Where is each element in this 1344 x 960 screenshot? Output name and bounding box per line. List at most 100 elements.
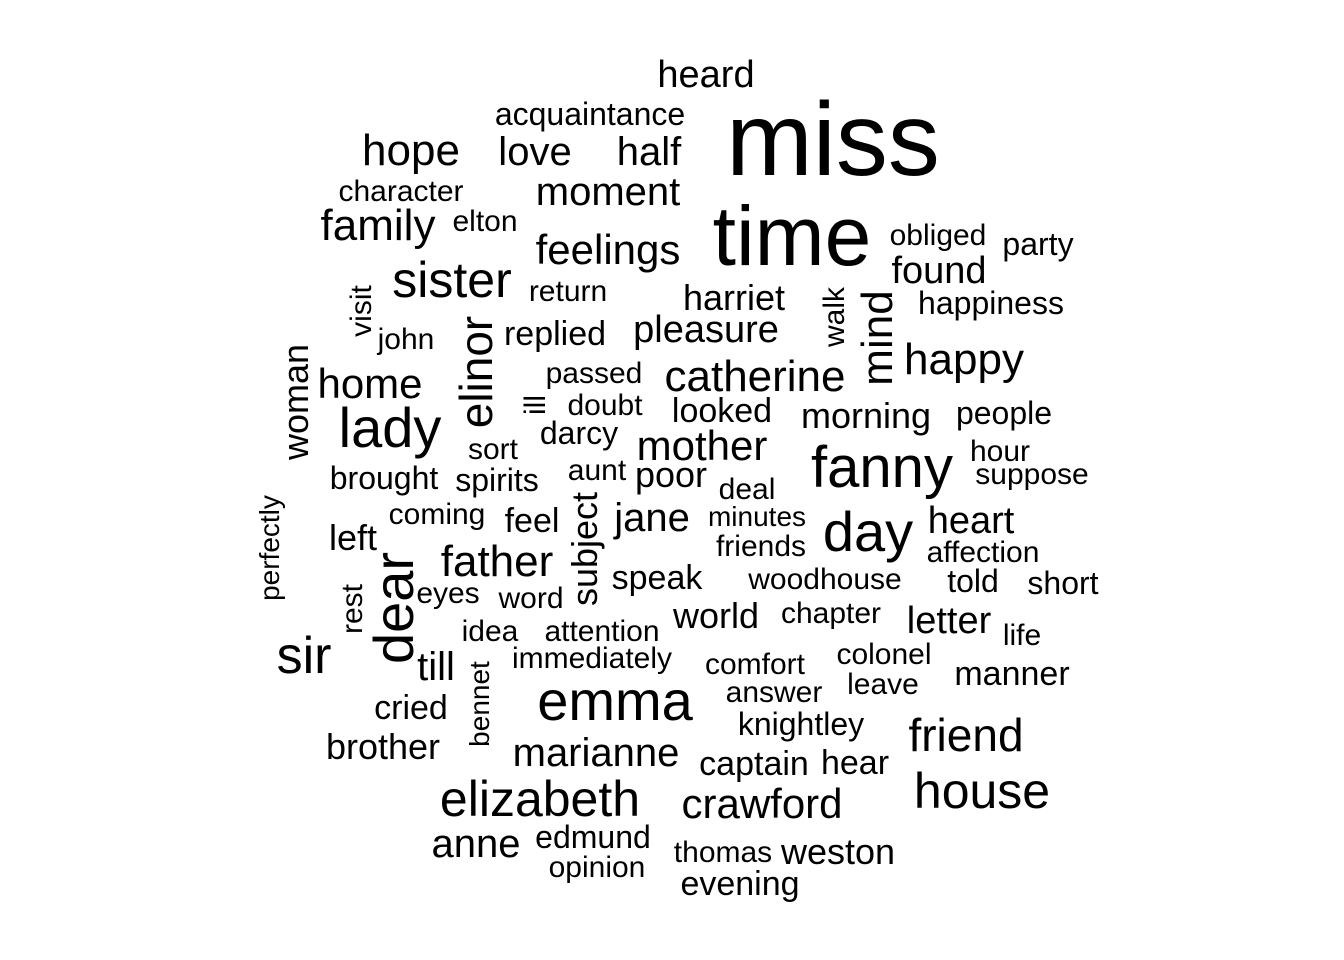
word-dear: dear [362,551,425,665]
word-minutes: minutes [707,501,807,532]
word-coming: coming [388,498,486,531]
word-harriet: harriet [682,277,786,318]
word-looked: looked [671,392,773,430]
word-father: father [440,537,554,586]
word-weston: weston [780,831,896,872]
word-elinor: elinor [450,315,502,429]
word-spirits: spirits [455,462,539,498]
word-short: short [1027,565,1099,601]
word-feel: feel [504,502,560,540]
word-subject: subject [564,491,605,607]
word-happy: happy [904,335,1024,384]
word-deal: deal [718,473,776,506]
word-obliged: obliged [889,219,987,252]
word-suppose: suppose [975,458,1089,491]
word-time: time [712,189,872,283]
word-speak: speak [611,559,703,597]
word-answer: answer [725,676,823,709]
word-return: return [528,275,608,308]
word-john: john [377,323,435,356]
word-sort: sort [467,433,519,466]
word-rest: rest [336,583,369,635]
word-letter: letter [906,600,992,642]
word-emma: emma [537,669,693,732]
word-affection: affection [926,536,1040,569]
word-doubt: doubt [567,389,643,422]
word-friend: friend [908,709,1024,761]
word-pleasure: pleasure [633,309,779,351]
word-eyes: eyes [416,577,480,610]
word-world: world [672,595,760,636]
word-character: character [338,175,464,208]
word-party: party [1002,226,1074,262]
word-leave: leave [847,668,919,701]
word-sir: sir [276,627,332,685]
word-colonel: colonel [836,638,932,671]
word-ill: ill [519,395,552,415]
word-love: love [498,130,572,174]
word-cried: cried [374,689,448,727]
word-opinion: opinion [548,851,646,884]
word-moment: moment [535,170,681,214]
word-elizabeth: elizabeth [439,771,641,827]
word-catherine: catherine [664,352,846,401]
word-bennet: bennet [464,661,495,747]
word-found: found [891,250,987,292]
word-mind: mind [853,290,902,386]
word-morning: morning [800,395,932,436]
word-woman: woman [275,343,316,461]
word-aunt: aunt [567,454,627,487]
word-chapter: chapter [780,597,882,630]
word-left: left [328,517,378,558]
word-half: half [616,130,682,174]
word-happiness: happiness [918,285,1064,321]
word-brother: brother [325,726,441,767]
word-brought: brought [329,460,439,496]
word-sister: sister [392,252,512,308]
word-visit: visit [345,285,378,337]
word-manner: manner [954,655,1070,693]
word-perfectly: perfectly [254,495,285,601]
word-lady: lady [338,396,442,459]
word-crawford: crawford [681,780,843,827]
word-day: day [822,500,914,563]
word-told: told [947,563,999,599]
word-heart: heart [927,500,1015,542]
word-heard: heard [657,54,755,96]
word-home: home [317,360,423,407]
word-idea: idea [461,615,519,648]
word-jane: jane [614,496,690,540]
word-hear: hear [820,744,890,782]
word-word: word [498,582,564,615]
word-anne: anne [431,822,521,866]
word-captain: captain [699,745,809,783]
word-woodhouse: woodhouse [748,563,902,596]
word-people: people [955,395,1053,431]
word-friends: friends [715,530,807,563]
word-immediately: immediately [511,642,673,675]
word-family: family [320,201,436,250]
word-till: till [417,645,455,689]
word-thomas: thomas [673,836,773,869]
word-life: life [1002,619,1042,652]
word-attention: attention [544,615,660,648]
word-passed: passed [545,357,643,390]
word-comfort: comfort [704,648,806,681]
word-hour: hour [969,435,1031,468]
word-darcy: darcy [539,415,619,451]
word-walk: walk [818,286,851,348]
word-fanny: fanny [811,435,953,500]
word-elton: elton [452,205,518,238]
word-knightley: knightley [737,706,865,742]
word-acquaintance: acquaintance [494,96,686,132]
word-mother: mother [636,422,768,469]
word-feelings: feelings [535,226,681,273]
word-poor: poor [634,454,708,495]
word-edmund: edmund [535,819,651,855]
word-marianne: marianne [512,731,680,775]
word-miss: miss [726,82,940,198]
word-replied: replied [503,315,607,353]
word-hope: hope [362,126,460,175]
word-house: house [913,763,1051,819]
